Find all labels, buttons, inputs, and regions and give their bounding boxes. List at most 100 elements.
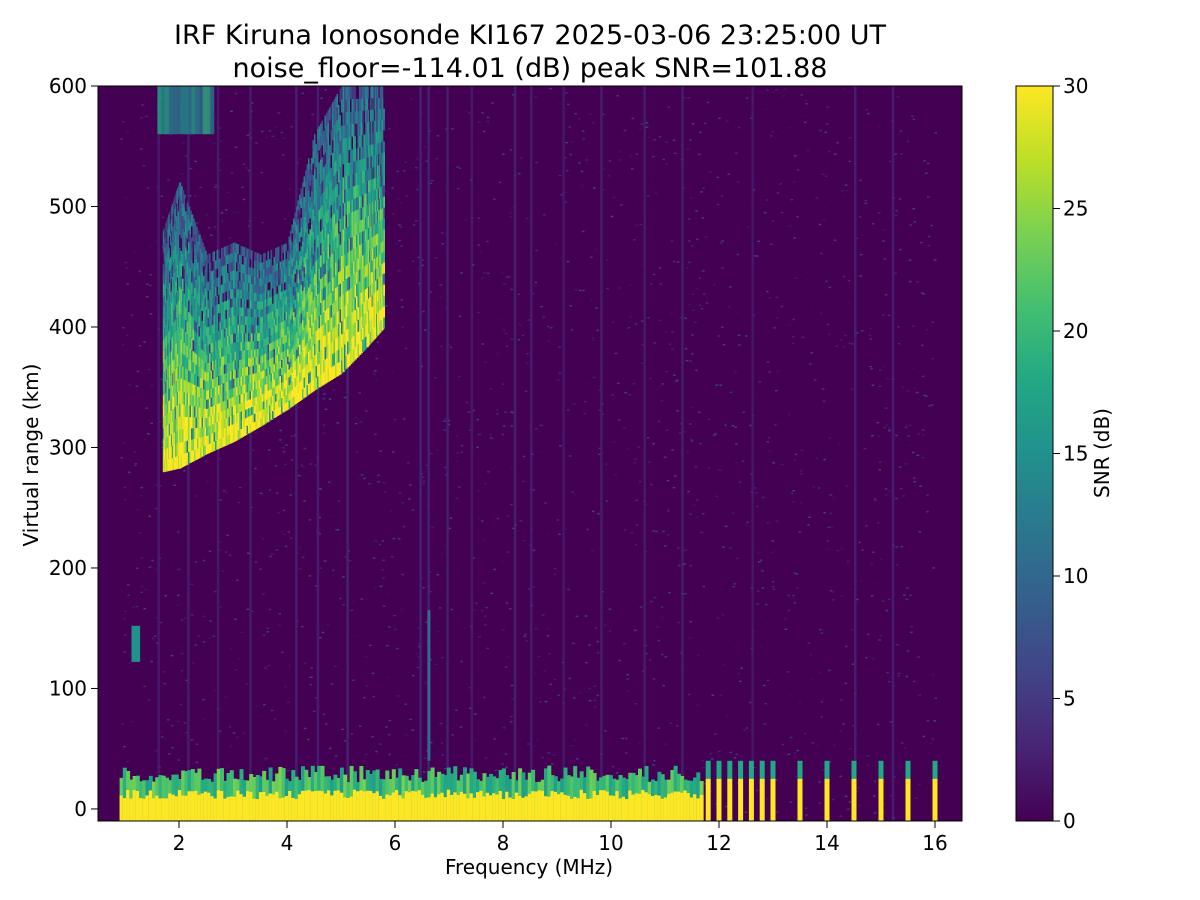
- f-layer-cell: [242, 255, 245, 265]
- f-layer-cell: [263, 377, 266, 386]
- noise-cell: [334, 755, 338, 757]
- noise-cell: [425, 750, 429, 752]
- f-layer-cell: [246, 358, 249, 367]
- noise-cell: [518, 556, 521, 558]
- noise-cell: [146, 187, 150, 189]
- noise-cell: [634, 314, 637, 316]
- noise-cell: [864, 202, 868, 205]
- f-layer-cell: [213, 251, 216, 261]
- f-layer-cell: [200, 367, 203, 378]
- f-layer-cell: [326, 357, 329, 371]
- f-layer-cell: [321, 168, 324, 182]
- noise-cell: [571, 491, 574, 493]
- f-layer-cell: [175, 443, 178, 457]
- noise-cell: [458, 389, 462, 392]
- noise-cell: [839, 815, 842, 817]
- f-layer-cell: [228, 380, 231, 390]
- f-layer-cell: [230, 388, 233, 399]
- f-layer-cell: [231, 369, 234, 380]
- f-layer-cell: [251, 258, 254, 268]
- noise-cell: [692, 504, 696, 506]
- f-layer-cell: [169, 223, 171, 236]
- f-layer-cell: [186, 309, 189, 322]
- f-layer-cell: [276, 308, 279, 317]
- f-layer-cell: [203, 398, 206, 409]
- noise-cell: [572, 403, 576, 405]
- f-layer-cell: [254, 292, 257, 301]
- f-layer-cell: [234, 243, 237, 253]
- noise-cell: [604, 624, 607, 626]
- noise-cell: [815, 197, 819, 199]
- noise-cell: [532, 586, 535, 588]
- f-layer-cell: [215, 268, 218, 279]
- noise-cell: [179, 703, 182, 706]
- f-layer-cell: [281, 405, 284, 414]
- f-layer-cell: [176, 228, 178, 242]
- f-layer-cell: [169, 270, 171, 283]
- f-layer-cell: [306, 321, 309, 333]
- f-layer-cell: [276, 354, 279, 363]
- f-layer-cell: [210, 343, 213, 353]
- noise-cell: [262, 634, 266, 636]
- f-layer-cell: [170, 350, 173, 363]
- noise-cell: [387, 734, 391, 736]
- f-layer-cell: [276, 300, 279, 309]
- f-layer-cell: [269, 250, 272, 259]
- f-layer-cell: [308, 265, 311, 277]
- f-layer-cell: [338, 220, 341, 234]
- f-layer-cell: [267, 266, 270, 276]
- noise-cell: [532, 489, 535, 491]
- f-layer-cell: [176, 329, 178, 343]
- f-layer-cell: [185, 452, 188, 466]
- noise-cell: [894, 214, 898, 217]
- noise-cell: [430, 452, 433, 455]
- f-layer-cell: [257, 380, 260, 389]
- f-layer-cell: [324, 237, 327, 250]
- f-layer-cell: [204, 334, 207, 344]
- f-layer-cell: [164, 426, 167, 439]
- f-layer-cell: [195, 300, 198, 312]
- f-layer-cell: [282, 381, 285, 390]
- f-layer-cell: [189, 405, 192, 418]
- noise-cell: [800, 94, 804, 96]
- f-layer-cell: [263, 253, 266, 262]
- f-layer-cell: [182, 265, 185, 279]
- f-layer-cell: [314, 285, 317, 298]
- noise-cell: [742, 692, 745, 694]
- noise-cell: [668, 343, 672, 345]
- f-layer-cell: [237, 262, 240, 272]
- noise-cell: [711, 97, 715, 100]
- noise-cell: [800, 470, 803, 472]
- f-layer-cell: [195, 416, 198, 428]
- noise-cell: [268, 608, 272, 611]
- f-layer-cell: [191, 214, 194, 227]
- f-layer-cell: [303, 196, 306, 207]
- f-layer-cell: [180, 314, 183, 328]
- f-layer-cell: [188, 288, 191, 301]
- f-layer-cell: [185, 198, 188, 212]
- noise-cell: [852, 725, 855, 727]
- f-layer-cell: [178, 197, 180, 212]
- noise-cell: [310, 667, 313, 669]
- f-layer-cell: [318, 244, 321, 257]
- noise-cell: [331, 515, 335, 517]
- noise-cell: [842, 346, 846, 348]
- noise-cell: [194, 160, 197, 163]
- f-layer-cell: [162, 296, 165, 308]
- f-layer-cell: [252, 348, 255, 358]
- f-layer-cell: [170, 244, 172, 258]
- noise-cell: [500, 318, 503, 320]
- f-layer-cell: [320, 374, 323, 387]
- noise-cell: [648, 461, 651, 463]
- f-layer-cell: [252, 365, 255, 374]
- f-layer-cell: [246, 324, 249, 334]
- f-layer-cell: [212, 315, 215, 325]
- f-layer-cell: [296, 331, 299, 341]
- f-layer-cell: [206, 308, 209, 319]
- noise-cell: [510, 288, 513, 290]
- noise-cell: [714, 803, 718, 805]
- noise-cell: [931, 358, 934, 360]
- f-layer-cell: [177, 430, 179, 444]
- f-layer-cell: [239, 359, 242, 369]
- noise-cell: [703, 122, 707, 124]
